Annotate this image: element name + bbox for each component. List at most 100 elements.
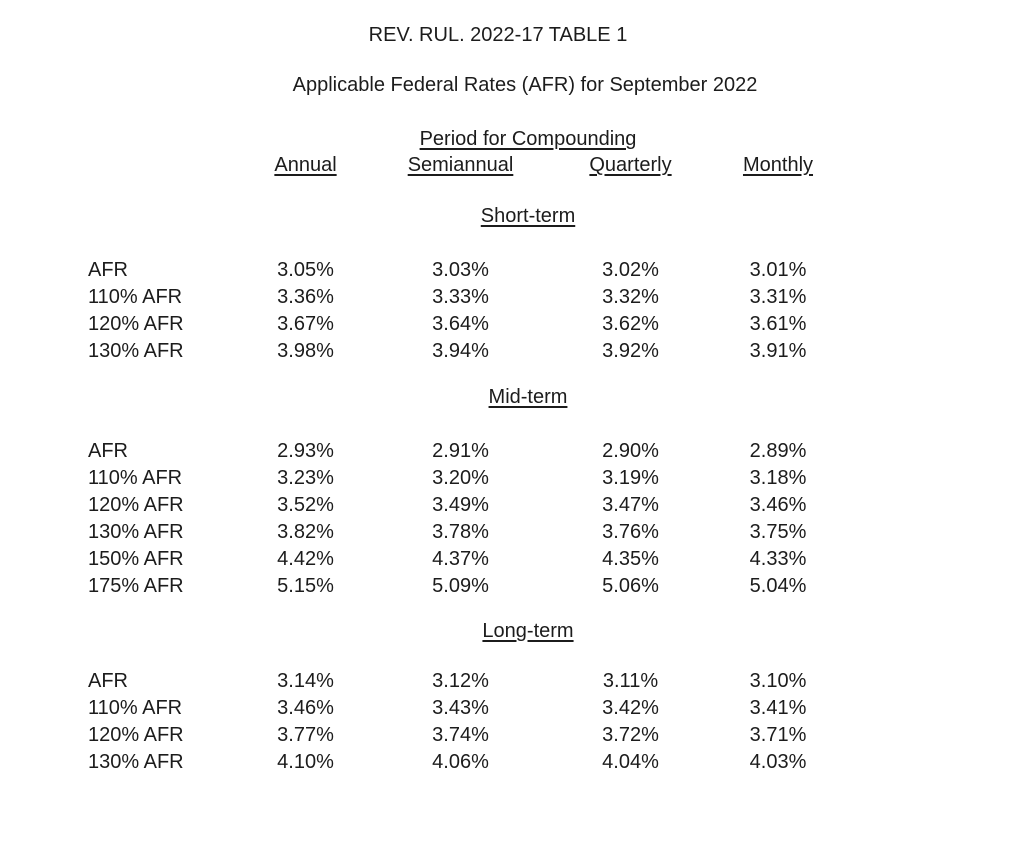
rate-cell: 3.14% [277,670,334,692]
rate-cell: 2.91% [432,440,489,462]
row-label: 130% AFR [88,340,184,362]
compounding-period-header: Period for Compounding [88,126,968,152]
row-label: 120% AFR [88,724,184,746]
rate-cell: 3.18% [749,467,807,489]
row-label: 130% AFR [88,751,184,773]
rate-cell: 3.12% [432,670,489,692]
rate-cell: 4.42% [277,548,334,570]
rate-cell: 3.77% [277,724,334,746]
afr-table: Period for Compounding Annual Semiannual… [88,126,1024,776]
rate-cell: 3.62% [602,313,659,335]
rate-cell: 3.71% [749,724,807,746]
rate-cell: 3.91% [749,340,807,362]
column-header-semiannual: Semiannual [407,154,514,176]
rate-cell: 3.46% [749,494,807,516]
rate-cell: 3.82% [277,521,334,543]
rate-cell: 3.31% [749,286,807,308]
rate-cell: 3.52% [277,494,334,516]
rate-cell: 3.01% [749,259,807,281]
rate-cell: 3.11% [602,670,659,692]
row-label: 150% AFR [88,548,184,570]
rate-cell: 3.49% [432,494,489,516]
section-heading-mid-term: Mid-term [488,386,568,408]
table-row: 130% AFR 4.10% 4.06% 4.04% 4.03% [88,749,843,776]
table-row: 120% AFR 3.77% 3.74% 3.72% 3.71% [88,722,843,749]
column-header-annual: Annual [274,154,337,176]
rate-cell: 3.36% [277,286,334,308]
rate-cell: 5.15% [277,575,334,597]
rate-cell: 3.46% [277,697,334,719]
rate-cell: 5.04% [749,575,807,597]
table-row: 110% AFR 3.46% 3.43% 3.42% 3.41% [88,695,843,722]
rate-cell: 4.37% [432,548,489,570]
table-row: 110% AFR 3.36% 3.33% 3.32% 3.31% [88,284,843,311]
rate-cell: 4.10% [277,751,334,773]
table-row: 130% AFR 3.98% 3.94% 3.92% 3.91% [88,338,843,365]
table-row: 120% AFR 3.67% 3.64% 3.62% 3.61% [88,311,843,338]
rate-cell: 3.03% [432,259,489,281]
rate-cell: 3.61% [749,313,807,335]
rate-cell: 3.43% [432,697,489,719]
rate-cell: 3.33% [432,286,489,308]
row-label: 175% AFR [88,575,184,597]
column-header-row: Annual Semiannual Quarterly Monthly [88,152,843,178]
document-subtitle: Applicable Federal Rates (AFR) for Septe… [292,74,758,96]
column-header-quarterly: Quarterly [589,154,672,176]
column-header-spacer [88,152,238,178]
short-term-section: AFR 3.05% 3.03% 3.02% 3.01% 110% AFR 3.3… [88,257,1024,365]
row-label: 120% AFR [88,494,184,516]
table-row: 120% AFR 3.52% 3.49% 3.47% 3.46% [88,492,843,519]
rate-cell: 4.35% [602,548,659,570]
rate-cell: 3.75% [749,521,807,543]
rate-cell: 4.33% [749,548,807,570]
row-label: 110% AFR [88,697,183,719]
rate-cell: 3.98% [277,340,334,362]
rate-cell: 3.41% [749,697,807,719]
rate-cell: 3.47% [602,494,659,516]
row-label: AFR [88,259,128,281]
row-label: 120% AFR [88,313,184,335]
rate-cell: 3.10% [749,670,807,692]
rate-cell: 3.92% [602,340,659,362]
rate-cell: 4.04% [602,751,659,773]
compounding-period-label: Period for Compounding [419,128,637,150]
rate-cell: 3.94% [432,340,489,362]
mid-term-section: AFR 2.93% 2.91% 2.90% 2.89% 110% AFR 3.2… [88,438,1024,600]
rate-cell: 3.19% [602,467,659,489]
rate-cell: 3.32% [602,286,659,308]
document-title: REV. RUL. 2022-17 TABLE 1 [368,24,628,46]
table-row: AFR 3.14% 3.12% 3.11% 3.10% [88,668,843,695]
rate-cell: 2.90% [602,440,659,462]
rate-cell: 3.20% [432,467,489,489]
rate-cell: 3.74% [432,724,489,746]
rate-cell: 3.76% [602,521,659,543]
row-label: AFR [88,440,128,462]
table-row: 150% AFR 4.42% 4.37% 4.35% 4.33% [88,546,843,573]
row-label: 110% AFR [88,467,183,489]
rate-cell: 3.02% [602,259,659,281]
rate-cell: 3.64% [432,313,489,335]
row-label: AFR [88,670,128,692]
rate-cell: 3.78% [432,521,489,543]
section-heading-short-term: Short-term [480,205,576,227]
rate-cell: 3.23% [277,467,334,489]
rate-cell: 5.09% [432,575,489,597]
rate-cell: 4.06% [432,751,489,773]
table-row: AFR 3.05% 3.03% 3.02% 3.01% [88,257,843,284]
row-label: 110% AFR [88,286,183,308]
table-row: 175% AFR 5.15% 5.09% 5.06% 5.04% [88,573,843,600]
rate-cell: 4.03% [749,751,807,773]
rate-cell: 3.05% [277,259,334,281]
row-label: 130% AFR [88,521,184,543]
rate-cell: 5.06% [602,575,659,597]
table-row: 110% AFR 3.23% 3.20% 3.19% 3.18% [88,465,843,492]
rate-cell: 2.89% [749,440,807,462]
section-heading-long-term: Long-term [482,620,574,642]
column-header-monthly: Monthly [742,154,814,176]
rate-cell: 3.42% [602,697,659,719]
long-term-section: AFR 3.14% 3.12% 3.11% 3.10% 110% AFR 3.4… [88,668,1024,776]
rate-cell: 3.67% [277,313,334,335]
table-row: 130% AFR 3.82% 3.78% 3.76% 3.75% [88,519,843,546]
rate-cell: 2.93% [277,440,334,462]
